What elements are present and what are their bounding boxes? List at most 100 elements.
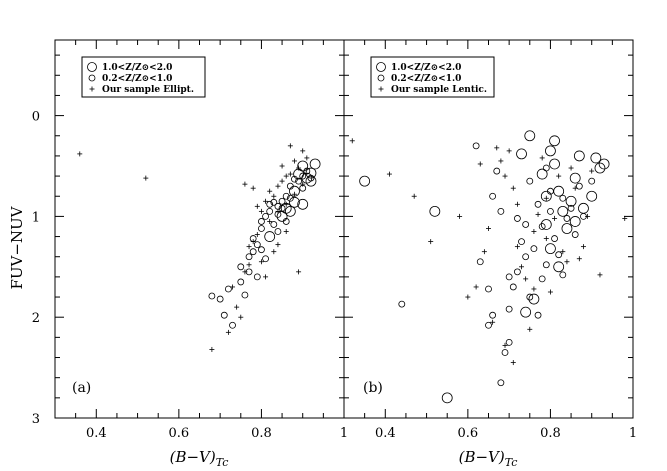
point-plus: [275, 242, 281, 248]
point-plus: [300, 148, 306, 154]
point-small-circle: [249, 248, 257, 256]
panel-a-label: (a): [72, 380, 91, 396]
point-plus: [514, 244, 520, 250]
point-small-circle: [547, 187, 554, 195]
point-plus: [510, 185, 516, 191]
point-small-circle: [262, 255, 269, 263]
point-large-circle: [549, 158, 560, 170]
point-small-circle: [538, 223, 546, 230]
point-plus: [238, 314, 244, 320]
point-plus: [502, 342, 508, 348]
panel-a-ticks: 0.4 0.6 0.8 1: [54, 40, 348, 441]
point-plus: [502, 173, 508, 179]
legend-box: [370, 56, 495, 98]
point-plus: [291, 158, 297, 164]
point-small-circle: [571, 231, 579, 238]
legend-marker-circle: [88, 74, 96, 82]
point-small-circle: [303, 167, 311, 175]
point-small-circle: [522, 221, 530, 228]
point-plus: [263, 198, 269, 204]
point-small-circle: [509, 283, 517, 291]
panel-a-xlabel: (B−V)Tc: [170, 448, 229, 469]
point-small-circle: [241, 291, 249, 299]
point-small-circle: [237, 263, 245, 271]
point-small-circle: [253, 241, 261, 249]
point-small-circle: [299, 172, 307, 180]
legend-marker-plus: [89, 86, 95, 92]
point-small-circle: [229, 321, 236, 329]
point-small-circle: [514, 215, 521, 222]
point-large-circle: [540, 190, 552, 202]
point-small-circle: [274, 228, 282, 235]
point-small-circle: [237, 278, 245, 286]
point-large-circle: [573, 150, 585, 162]
point-large-circle: [289, 196, 300, 208]
point-plus: [275, 183, 281, 189]
point-small-circle: [497, 207, 505, 215]
point-plus: [275, 208, 281, 214]
point-large-circle: [359, 175, 371, 187]
point-small-circle: [501, 349, 509, 356]
point-plus: [543, 195, 549, 201]
point-small-circle: [485, 285, 492, 293]
point-small-circle: [559, 271, 567, 279]
point-plus: [510, 360, 516, 366]
legend-entry: Our sample Lentic.: [391, 85, 487, 95]
point-small-circle: [295, 177, 302, 185]
point-large-circle: [305, 175, 317, 187]
point-small-circle: [542, 261, 550, 269]
point-small-circle: [522, 253, 530, 261]
panel-a-points: [77, 143, 321, 352]
point-plus: [580, 244, 586, 250]
legend-marker-circle: [87, 62, 97, 72]
point-small-circle: [534, 311, 542, 319]
y-tick-label: 1: [32, 210, 40, 225]
point-plus: [300, 181, 306, 187]
point-large-circle: [590, 152, 602, 164]
point-large-circle: [520, 306, 532, 318]
point-small-circle: [547, 207, 554, 215]
point-plus: [230, 284, 236, 290]
point-plus: [304, 155, 310, 161]
point-plus: [386, 171, 392, 177]
point-small-circle: [567, 204, 575, 212]
point-small-circle: [253, 273, 261, 281]
point-small-circle: [505, 273, 513, 281]
point-plus: [428, 239, 434, 245]
point-plus: [585, 213, 591, 219]
point-plus: [267, 218, 273, 224]
point-small-circle: [542, 164, 550, 172]
legend-marker-circle: [376, 62, 386, 72]
point-large-circle: [553, 185, 565, 197]
point-plus: [246, 244, 252, 250]
point-small-circle: [270, 221, 278, 228]
point-large-circle: [429, 205, 441, 217]
point-large-circle: [524, 130, 536, 142]
panel-b-xlabel: (B−V)Tc: [459, 448, 518, 469]
point-small-circle: [476, 258, 484, 266]
point-small-circle: [485, 321, 492, 329]
point-plus: [242, 269, 248, 275]
point-small-circle: [286, 182, 294, 190]
point-plus: [283, 229, 289, 235]
point-plus: [267, 188, 273, 194]
point-large-circle: [594, 162, 606, 174]
point-plus: [568, 165, 574, 171]
point-large-circle: [598, 158, 610, 170]
point-small-circle: [518, 238, 525, 246]
point-large-circle: [536, 168, 548, 180]
x-tick-label: 0.4: [375, 426, 396, 441]
point-plus: [349, 138, 355, 144]
point-plus: [552, 215, 558, 221]
x-tick-label: 1: [629, 426, 637, 441]
point-small-circle: [266, 200, 274, 208]
point-plus: [564, 259, 570, 265]
point-plus: [143, 175, 149, 181]
point-small-circle: [270, 198, 278, 206]
point-small-circle: [505, 338, 513, 346]
point-plus: [457, 213, 463, 219]
point-small-circle: [258, 246, 265, 254]
point-small-circle: [493, 167, 501, 175]
